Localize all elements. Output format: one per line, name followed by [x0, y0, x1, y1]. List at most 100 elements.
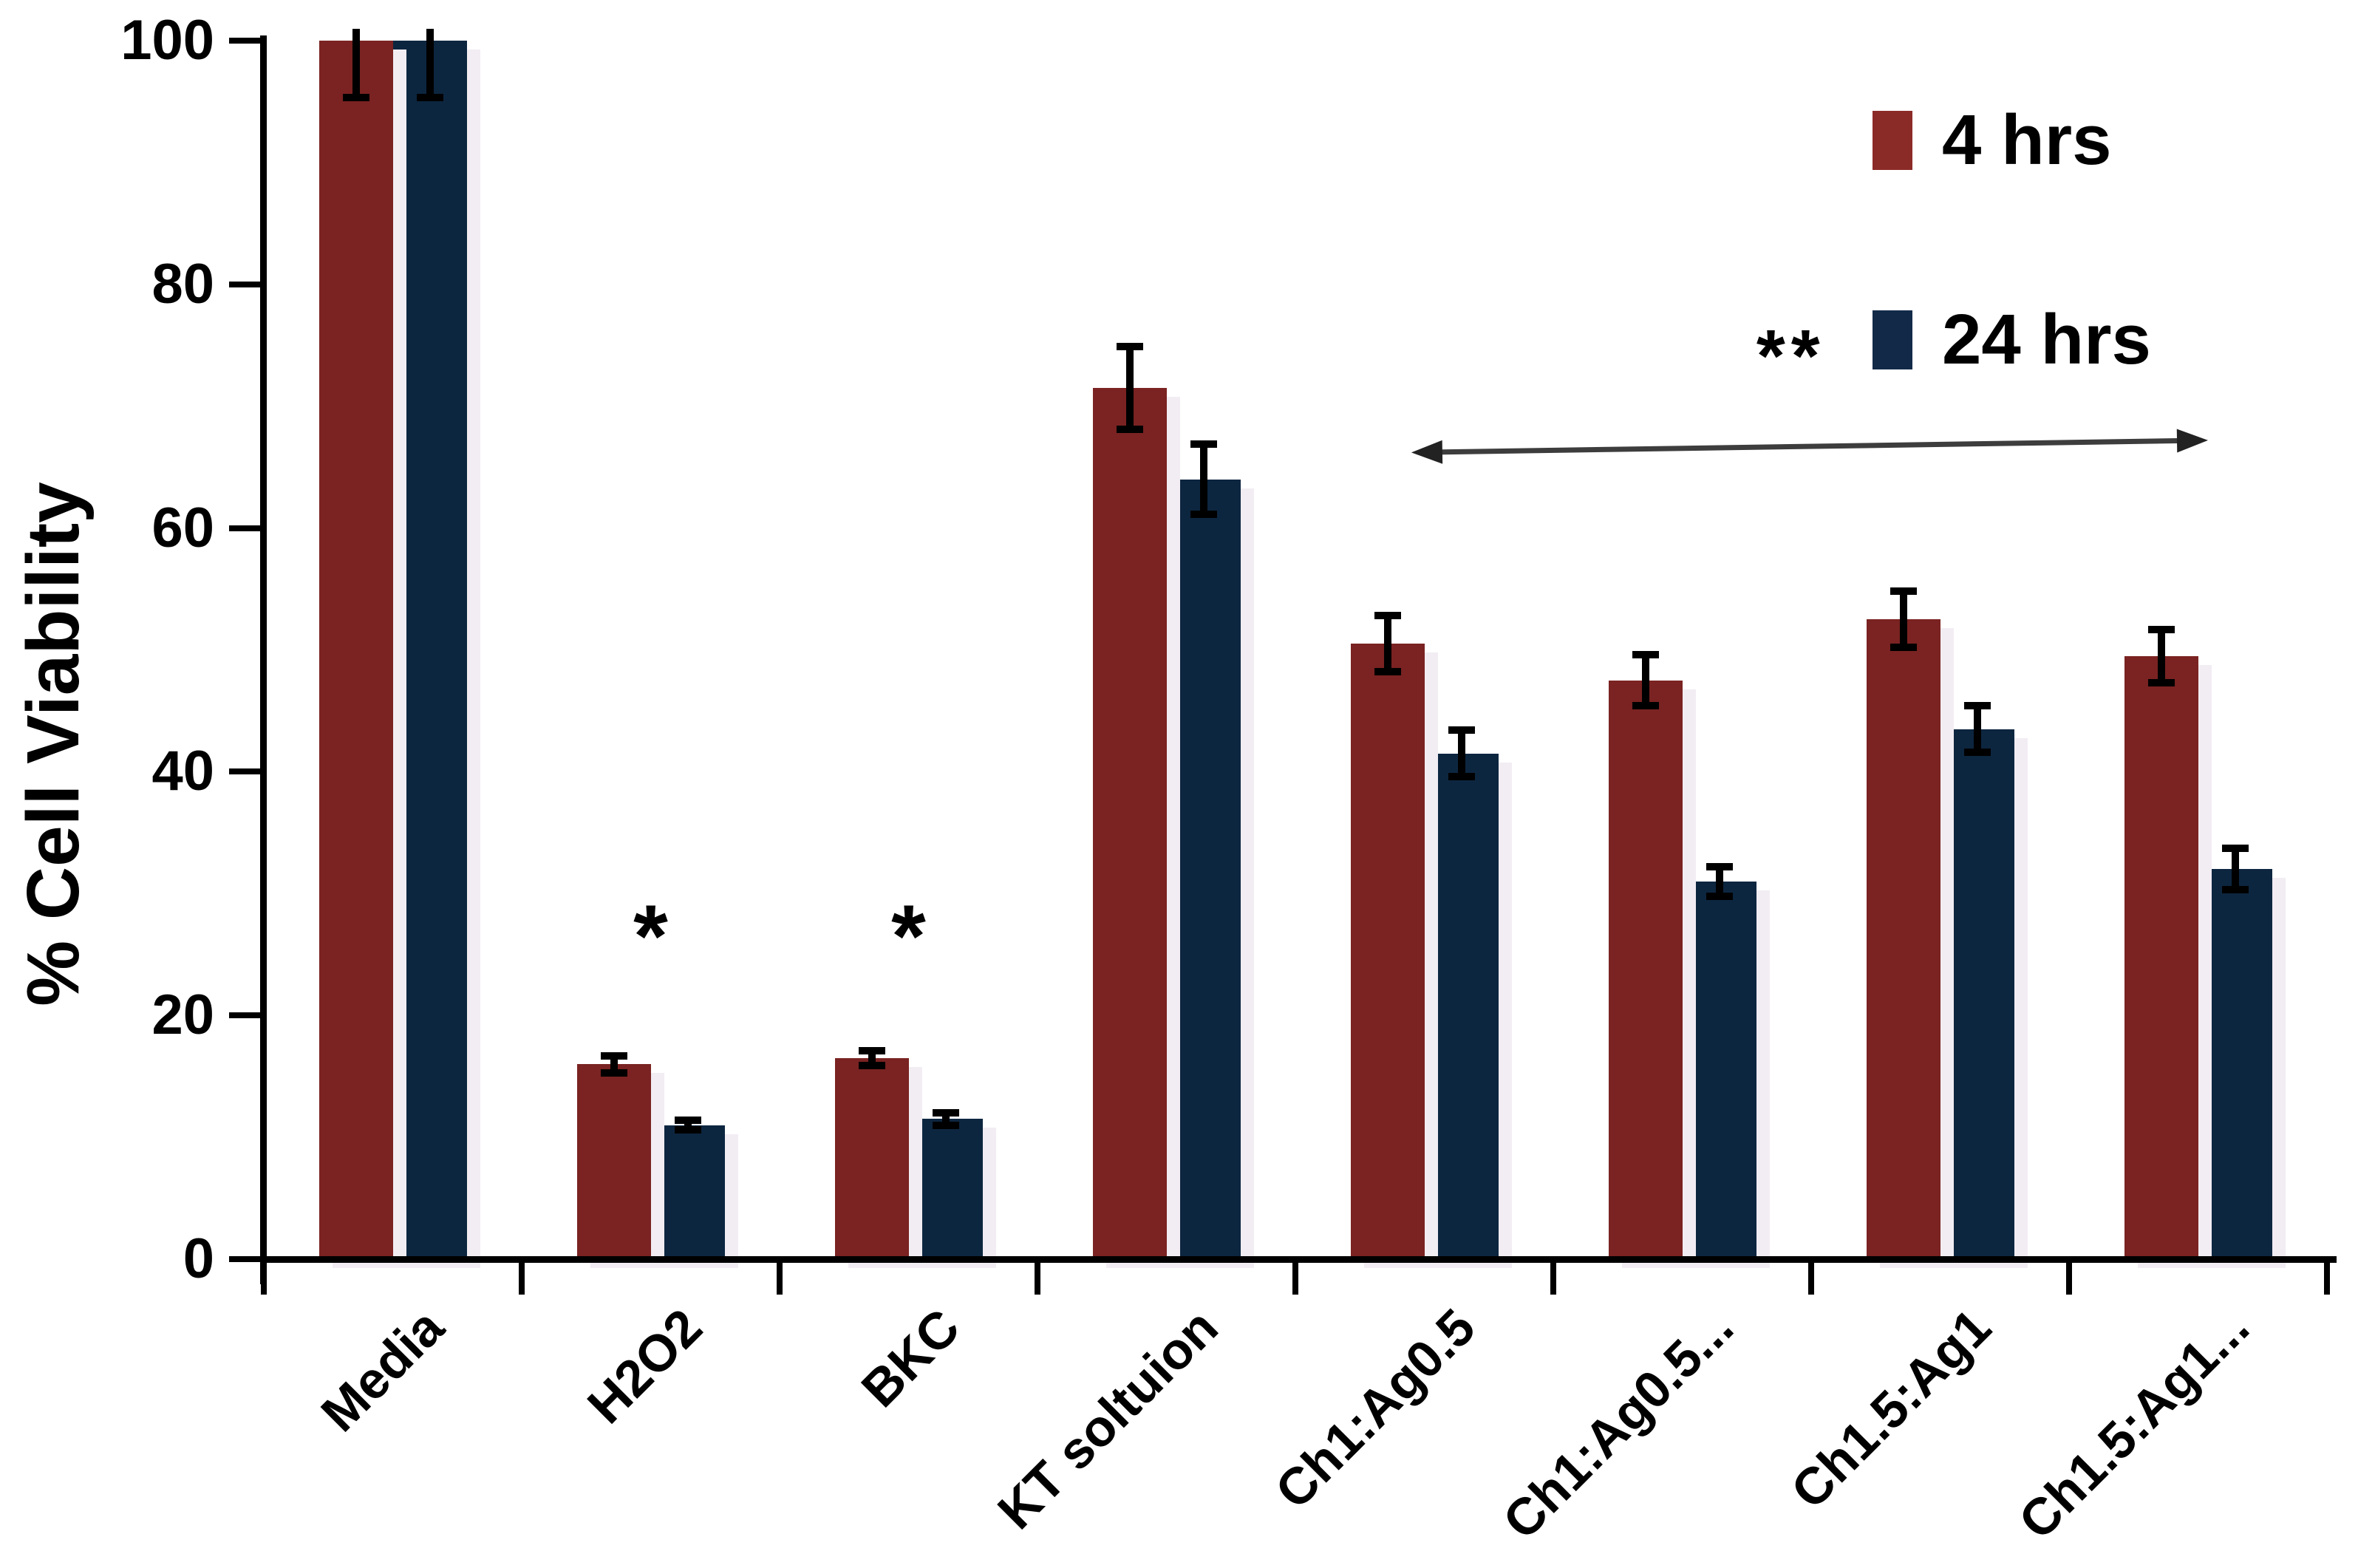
arrowhead-left-icon — [1411, 440, 1443, 464]
legend-label-24hrs: 24 hrs — [1942, 300, 2151, 379]
error-bar-cap-top — [1963, 702, 1991, 710]
x-axis-category-label: H2O2 — [576, 1298, 713, 1435]
error-bar-line — [1641, 651, 1649, 710]
x-axis-category-label: Media — [310, 1298, 455, 1443]
x-axis-tick — [2324, 1259, 2330, 1295]
x-axis-tick — [1292, 1259, 1298, 1295]
bar-4hrs-KT soltuion — [1092, 387, 1167, 1259]
bar-4hrs-BKC — [834, 1057, 909, 1259]
x-axis-category-label: BKC — [850, 1298, 971, 1418]
y-axis-tick — [229, 768, 262, 775]
bar-24hrs-Ch1:Ag0.5 — [1424, 753, 1499, 1259]
error-bar — [2221, 845, 2249, 894]
error-bar — [1963, 702, 1991, 756]
y-axis-tick — [229, 1256, 262, 1262]
error-bar — [1448, 726, 1475, 780]
error-bar-cap-top — [600, 1051, 627, 1060]
asterisk-annotation: * — [891, 886, 926, 986]
error-bar-line — [868, 1047, 876, 1069]
x-axis-category-label: KT soltuion — [986, 1298, 1229, 1540]
x-axis-tick — [1550, 1259, 1556, 1295]
error-bar-cap-top — [932, 1109, 959, 1117]
legend-item-24hrs: 24 hrs — [1873, 296, 2151, 384]
error-bar-line — [1715, 863, 1723, 900]
error-bar-cap-bottom — [1374, 668, 1401, 676]
error-bar-line — [2231, 845, 2239, 894]
error-bar — [342, 28, 369, 102]
bar-4hrs-Ch1:Ag0.5... — [1608, 680, 1683, 1259]
y-axis-tick-label: 60 — [151, 496, 214, 559]
error-bar-cap-bottom — [1448, 772, 1475, 780]
error-bar-cap-top — [1632, 651, 1659, 659]
error-bar-cap-bottom — [600, 1068, 627, 1077]
x-axis-category-label: Ch1:Ag0.5... — [1492, 1298, 1745, 1550]
x-axis-tick — [1035, 1259, 1040, 1295]
bar-4hrs-Media — [318, 41, 393, 1259]
y-axis-tick — [229, 525, 262, 531]
legend-swatch-24hrs — [1873, 310, 1912, 369]
y-axis-tick — [229, 281, 262, 287]
error-bar-cap-bottom — [416, 94, 443, 102]
error-bar-cap-bottom — [342, 94, 369, 102]
error-bar-line — [1973, 702, 1981, 756]
error-bar-cap-bottom — [674, 1126, 701, 1134]
legend-item-4hrs: 4 hrs — [1873, 96, 2151, 185]
x-axis-tick — [261, 1259, 267, 1295]
x-axis-category-label: Ch1:Ag0.5 — [1264, 1298, 1487, 1520]
y-axis-line — [260, 35, 267, 1284]
error-bar-cap-bottom — [1116, 425, 1143, 433]
error-bar-line — [2157, 625, 2165, 686]
error-bar-cap-bottom — [1190, 511, 1217, 519]
legend-swatch-4hrs — [1873, 111, 1912, 170]
error-bar-line — [610, 1051, 618, 1077]
bar-4hrs-Ch1:Ag0.5 — [1350, 644, 1425, 1259]
error-bar — [1190, 440, 1217, 519]
bar-24hrs-Media — [392, 41, 467, 1259]
y-axis-tick — [229, 1012, 262, 1019]
error-bar — [1374, 612, 1401, 676]
error-bar-cap-top — [1116, 342, 1143, 350]
x-axis-tick — [519, 1259, 525, 1295]
bar-24hrs-BKC — [908, 1119, 983, 1259]
error-bar — [1116, 342, 1143, 433]
error-bar-line — [426, 28, 434, 102]
error-bar-line — [684, 1117, 692, 1134]
error-bar — [2147, 625, 2175, 686]
error-bar — [932, 1109, 959, 1129]
y-axis-tick-label: 20 — [151, 984, 214, 1047]
y-axis-tick — [229, 38, 262, 44]
error-bar — [1890, 587, 1917, 652]
error-bar-cap-top — [858, 1047, 885, 1055]
error-bar-cap-bottom — [1706, 892, 1733, 900]
error-bar-line — [941, 1109, 950, 1129]
error-bar-cap-top — [674, 1117, 701, 1125]
bar-24hrs-KT soltuion — [1166, 479, 1241, 1259]
x-axis-tick — [1808, 1259, 1814, 1295]
error-bar-cap-bottom — [932, 1121, 959, 1129]
legend: 4 hrs 24 hrs — [1873, 96, 2151, 384]
error-bar — [858, 1047, 885, 1069]
legend-label-4hrs: 4 hrs — [1942, 100, 2112, 180]
error-bar-line — [1125, 342, 1134, 433]
error-bar-cap-top — [2147, 625, 2175, 633]
error-bar-cap-top — [1890, 587, 1917, 596]
error-bar-cap-top — [2221, 845, 2249, 853]
error-bar-cap-top — [1448, 726, 1475, 734]
bar-4hrs-Ch1.5:Ag1 — [1866, 619, 1940, 1259]
error-bar-line — [352, 28, 360, 102]
bar-4hrs-H2O2 — [576, 1064, 651, 1259]
error-bar-cap-top — [1190, 440, 1217, 448]
bar-24hrs-H2O2 — [650, 1125, 725, 1259]
error-bar — [1632, 651, 1659, 710]
double-asterisk-label: ** — [1756, 314, 1826, 398]
error-bar-cap-bottom — [1963, 748, 1991, 756]
error-bar — [1706, 863, 1733, 900]
y-axis-tick-label: 0 — [183, 1227, 214, 1290]
y-axis-tick-label: 100 — [120, 9, 214, 72]
y-axis-tick-label: 40 — [151, 740, 214, 803]
error-bar-cap-bottom — [1632, 702, 1659, 710]
error-bar — [416, 28, 443, 102]
bar-24hrs-Ch1:Ag0.5... — [1682, 881, 1756, 1259]
x-axis-line — [260, 1256, 2337, 1263]
